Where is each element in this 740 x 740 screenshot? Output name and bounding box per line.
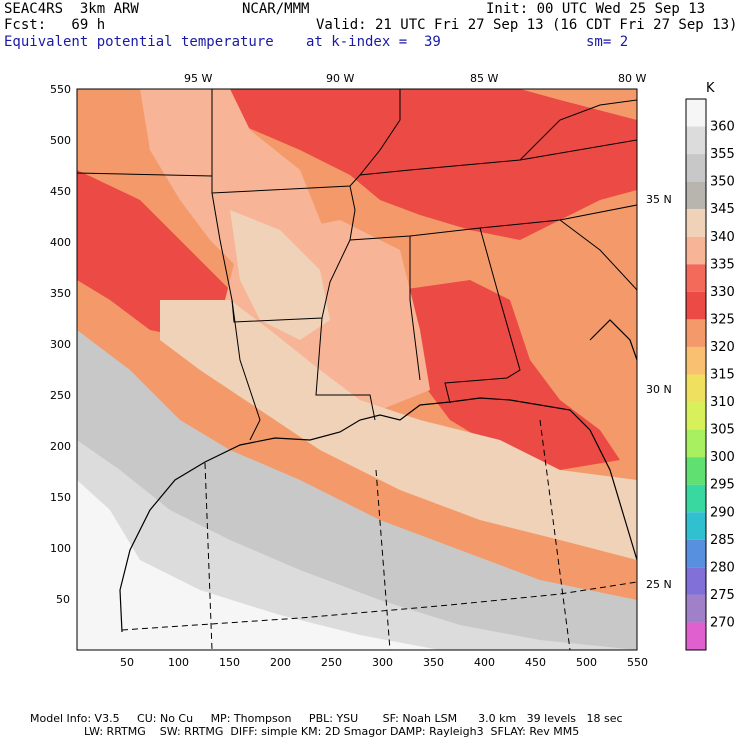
colorbar-level-label: 335: [710, 257, 735, 272]
colorbar-level-label: 320: [710, 340, 735, 355]
colorbar-swatch: [686, 402, 706, 430]
theta-e-field: [77, 89, 637, 650]
x-tick: 250: [321, 656, 342, 669]
colorbar-level-label: 270: [710, 615, 735, 630]
coastline: [119, 319, 638, 633]
model-title: SEAC4RS 3km ARW: [4, 1, 139, 17]
field-name: Equivalent potential temperature: [4, 34, 274, 50]
y-tick: 250: [50, 389, 71, 402]
colorbar-level-label: 285: [710, 533, 735, 548]
k-index-level: at k-index = 39: [306, 34, 441, 50]
colorbar: 360 355 350 345 340 335 330 325 320 315 310 305 300 2…: [685, 98, 735, 651]
colorbar-level-label: 315: [710, 368, 735, 383]
colorbar-swatch: [686, 99, 706, 127]
y-tick: 500: [50, 134, 71, 147]
colorbar-swatch: [686, 209, 706, 237]
colorbar-swatch: [686, 484, 706, 513]
colorbar-level-label: 345: [710, 202, 735, 217]
lat-label: 35 N: [646, 193, 672, 206]
lat-label: 25 N: [646, 578, 672, 591]
state-borders: [76, 89, 638, 441]
field-band-360: [77, 480, 440, 650]
x-tick: 300: [372, 656, 393, 669]
field-band-340-north: [230, 210, 330, 340]
y-tick: 150: [50, 491, 71, 504]
colorbar-level-label: 325: [710, 312, 735, 327]
colorbar-swatch: [686, 567, 706, 595]
colorbar-swatch: [686, 539, 706, 568]
colorbar-swatch: [686, 319, 706, 347]
colorbar-level-label: 350: [710, 175, 735, 190]
x-tick: 450: [525, 656, 546, 669]
colorbar-level-label: 295: [710, 478, 735, 493]
colorbar-swatch: [686, 622, 706, 650]
x-tick: 150: [219, 656, 240, 669]
field-band-330-north: [77, 89, 637, 240]
colorbar-swatch: [686, 457, 706, 485]
colorbar-swatch: [686, 236, 706, 265]
colorbar-level-label: 360: [710, 120, 735, 135]
colorbar-swatch: [686, 291, 706, 320]
y-tick: 450: [50, 185, 71, 198]
y-tick: 50: [56, 593, 70, 606]
lon-label: 95 W: [184, 72, 213, 85]
colorbar-level-label: 310: [710, 395, 735, 410]
lat-label: 30 N: [646, 383, 672, 396]
colorbar-level-label: 300: [710, 450, 735, 465]
y-tick: 200: [50, 440, 71, 453]
lon-label: 85 W: [470, 72, 499, 85]
colorbar-level-label: 340: [710, 230, 735, 245]
colorbar-level-label: 330: [710, 285, 735, 300]
colorbar-swatch: [686, 154, 706, 182]
colorbar-level-label: 280: [710, 560, 735, 575]
footer-model-info: Model Info: V3.5 CU: No Cu MP: Thompson …: [30, 712, 623, 725]
graticule: [121, 419, 638, 651]
field-band-330-east: [400, 280, 620, 470]
y-tick: 400: [50, 236, 71, 249]
colorbar-level-label: 290: [710, 505, 735, 520]
org-label: NCAR/MMM: [242, 1, 310, 17]
colorbar-swatch: [686, 512, 706, 540]
colorbar-level-label: 305: [710, 423, 735, 438]
x-tick: 550: [627, 656, 648, 669]
init-time: Init: 00 UTC Wed 25 Sep 13: [486, 1, 706, 17]
smoothing-value: sm= 2: [586, 34, 629, 50]
valid-time: Valid: 21 UTC Fri 27 Sep 13 (16 CDT Fri …: [316, 17, 738, 33]
colorbar-swatch: [686, 264, 706, 292]
x-tick: 50: [120, 656, 134, 669]
colorbar-swatch: [686, 374, 706, 403]
x-tick: 350: [423, 656, 444, 669]
colorbar-swatch: [686, 429, 706, 458]
field-band-340: [160, 300, 637, 560]
y-tick: 300: [50, 338, 71, 351]
x-tick: 200: [270, 656, 291, 669]
x-tick: 400: [474, 656, 495, 669]
field-band-330-west: [77, 170, 240, 340]
y-tick: 550: [50, 83, 71, 96]
colorbar-swatch: [686, 594, 706, 623]
colorbar-swatch: [686, 346, 706, 375]
y-tick: 350: [50, 287, 71, 300]
colorbar-swatch: [686, 126, 706, 155]
colorbar-level-label: 275: [710, 588, 735, 603]
colorbar-level-label: 355: [710, 147, 735, 162]
forecast-hour: Fcst: 69 h: [4, 17, 106, 33]
x-tick: 500: [576, 656, 597, 669]
colorbar-unit: K: [706, 81, 715, 96]
colorbar-swatch: [686, 181, 706, 210]
y-tick: 100: [50, 542, 71, 555]
map-frame: [76, 88, 638, 651]
lon-label: 90 W: [326, 72, 355, 85]
colorbar-frame: [685, 98, 707, 651]
lon-label: 80 W: [618, 72, 647, 85]
x-tick: 100: [168, 656, 189, 669]
footer-physics-info: LW: RRTMG SW: RRTMG DIFF: simple KM: 2D …: [84, 725, 580, 738]
